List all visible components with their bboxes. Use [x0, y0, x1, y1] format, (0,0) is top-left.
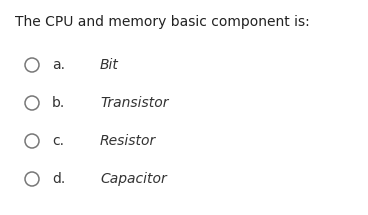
Text: Bit: Bit — [100, 58, 119, 72]
Text: d.: d. — [52, 172, 65, 186]
Text: c.: c. — [52, 134, 64, 148]
Text: Transistor: Transistor — [100, 96, 169, 110]
Text: Resistor: Resistor — [100, 134, 156, 148]
Text: b.: b. — [52, 96, 65, 110]
Text: a.: a. — [52, 58, 65, 72]
Text: The CPU and memory basic component is:: The CPU and memory basic component is: — [15, 15, 310, 29]
Text: Capacitor: Capacitor — [100, 172, 167, 186]
